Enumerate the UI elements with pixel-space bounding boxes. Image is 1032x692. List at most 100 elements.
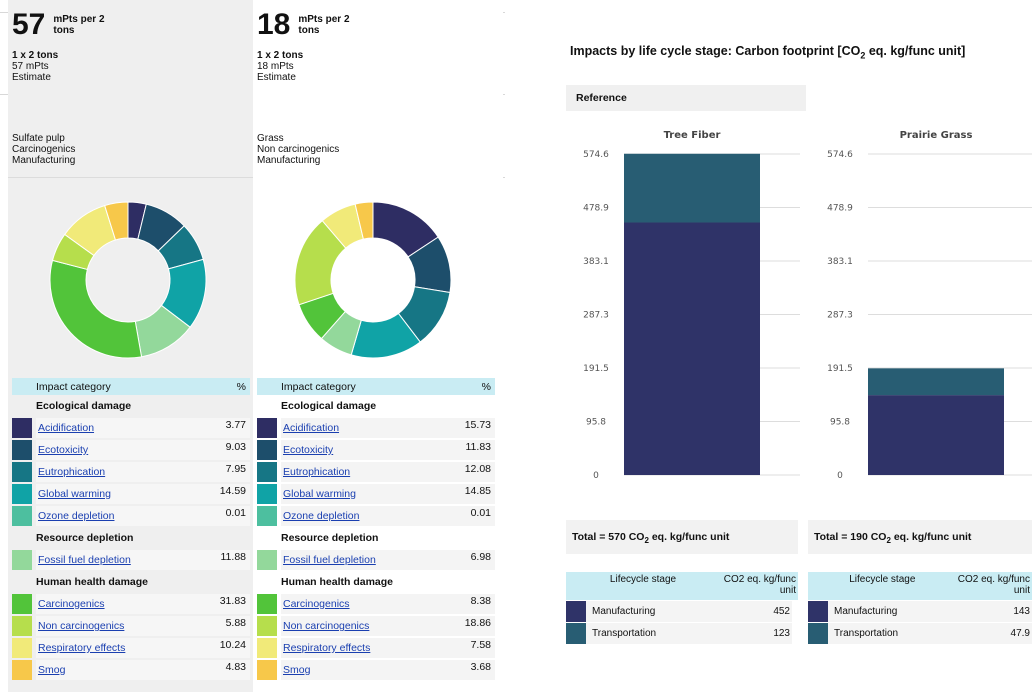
table-row: Global warming 14.85 — [257, 483, 495, 505]
impact-category-link[interactable]: Acidification — [283, 422, 340, 434]
impact-category-link[interactable]: Fossil fuel depletion — [283, 554, 376, 566]
percent-value: 10.24 — [219, 639, 246, 651]
impact-category-link[interactable]: Global warming — [38, 488, 111, 500]
table-row: Fossil fuel depletion 11.88 — [12, 549, 250, 571]
y-tick-label: 478.9 — [827, 203, 853, 213]
score-header: 57 mPts per 2 tons — [12, 10, 113, 40]
y-tick-label: 478.9 — [583, 203, 609, 213]
category-cell: Carcinogenics — [36, 594, 250, 614]
category-cell: Non carcinogenics — [36, 616, 250, 636]
color-swatch — [257, 594, 277, 614]
category-cell: Ecotoxicity — [281, 440, 495, 460]
impact-category-link[interactable]: Eutrophication — [38, 466, 106, 478]
donut-slice-smog — [104, 201, 129, 241]
process-category: Carcinogenics — [12, 144, 76, 155]
color-swatch — [566, 601, 586, 622]
stage-value: 123 — [720, 623, 792, 644]
lifecycle-table-prairie-grass: Lifecycle stage CO2 eq. kg/func unit Man… — [808, 572, 1032, 644]
y-tick-label: 95.8 — [830, 417, 850, 427]
percent-value: 31.83 — [219, 595, 246, 607]
table-row: Manufacturing 143 — [808, 601, 1032, 622]
color-swatch — [808, 601, 828, 622]
percent-value: 3.68 — [470, 661, 491, 673]
product-column-1: 57 mPts per 2 tons 1 x 2 tons 57 mPts Es… — [8, 0, 258, 692]
color-swatch — [257, 484, 277, 504]
stage-name: Manufacturing — [828, 601, 961, 622]
impact-category-link[interactable]: Smog — [38, 664, 66, 676]
group-heading: Resource depletion — [36, 532, 134, 544]
total-box-prairie-grass: Total = 190 CO2 eq. kg/func unit — [808, 520, 1032, 554]
impact-category-link[interactable]: Carcinogenics — [283, 598, 350, 610]
impact-category-link[interactable]: Acidification — [38, 422, 95, 434]
color-swatch — [257, 550, 277, 570]
stage-name: Transportation — [586, 623, 720, 644]
donut-slice-smog — [354, 201, 374, 240]
category-cell: Global warming — [36, 484, 250, 504]
y-tick-label: 191.5 — [583, 364, 609, 374]
color-swatch — [12, 484, 32, 504]
header-stage: Lifecycle stage — [609, 574, 677, 585]
lifecycle-table-header: Lifecycle stage CO2 eq. kg/func unit — [566, 572, 798, 600]
table-row: Ozone depletion 0.01 — [257, 505, 495, 527]
impact-category-link[interactable]: Carcinogenics — [38, 598, 105, 610]
impact-category-link[interactable]: Ecotoxicity — [38, 444, 89, 456]
mpts: 18 mPts — [257, 61, 294, 72]
percent-value: 14.85 — [464, 485, 491, 497]
color-swatch — [12, 638, 32, 658]
percent-value: 3.77 — [225, 419, 246, 431]
impact-category-link[interactable]: Ozone depletion — [283, 510, 360, 522]
impact-category-link[interactable]: Smog — [283, 664, 311, 676]
color-swatch — [12, 440, 32, 460]
estimate-label: Estimate — [12, 72, 51, 83]
score-unit: mPts per 2 tons — [53, 14, 105, 36]
stage-value: 143 — [960, 601, 1032, 622]
category-cell: Ecotoxicity — [36, 440, 250, 460]
impact-category-link[interactable]: Ozone depletion — [38, 510, 115, 522]
table-row: Non carcinogenics 5.88 — [12, 615, 250, 637]
product-column-2: 18 mPts per 2 tons 1 x 2 tons 18 mPts Es… — [253, 0, 503, 692]
bar-manufacturing — [624, 222, 760, 475]
percent-value: 11.83 — [465, 441, 492, 453]
y-tick-label: 383.1 — [827, 257, 853, 267]
impact-category-link[interactable]: Respiratory effects — [38, 642, 126, 654]
header-category: Impact category — [281, 380, 356, 393]
color-swatch — [566, 623, 586, 644]
header-value: CO2 eq. kg/func unit — [723, 574, 796, 596]
table-row: Carcinogenics 8.38 — [257, 593, 495, 615]
bar-transportation — [624, 153, 760, 223]
color-swatch — [257, 660, 277, 680]
table-row: Respiratory effects 7.58 — [257, 637, 495, 659]
bar-transportation — [868, 368, 1004, 396]
table-row: Smog 3.68 — [257, 659, 495, 681]
y-tick-label: 574.6 — [583, 150, 609, 160]
impact-category-link[interactable]: Global warming — [283, 488, 356, 500]
header-percent: % — [481, 380, 491, 393]
bar-manufacturing — [868, 395, 1004, 475]
impact-category-link[interactable]: Non carcinogenics — [38, 620, 125, 632]
category-cell: Eutrophication — [281, 462, 495, 482]
percent-value: 0.01 — [470, 507, 491, 519]
color-swatch — [257, 440, 277, 460]
process-category: Non carcinogenics — [257, 144, 340, 155]
table-row: Manufacturing 452 — [566, 601, 798, 622]
stage-name: Manufacturing — [586, 601, 720, 622]
lifecycle-chart-title: Impacts by life cycle stage: Carbon foot… — [570, 44, 966, 61]
estimate-label: Estimate — [257, 72, 296, 83]
category-cell: Acidification — [36, 418, 250, 438]
impact-table: Impact category% Ecological damage Acidif… — [257, 378, 495, 681]
stage-name: Transportation — [828, 623, 961, 644]
impact-category-link[interactable]: Ecotoxicity — [283, 444, 334, 456]
impact-donut-chart — [294, 201, 452, 359]
impact-category-link[interactable]: Eutrophication — [283, 466, 351, 478]
group-heading: Human health damage — [281, 576, 394, 588]
table-row: Non carcinogenics 18.86 — [257, 615, 495, 637]
y-tick-label: 383.1 — [583, 257, 609, 267]
table-row: Fossil fuel depletion 6.98 — [257, 549, 495, 571]
score-header: 18 mPts per 2 tons — [257, 10, 358, 40]
impact-category-link[interactable]: Fossil fuel depletion — [38, 554, 131, 566]
impact-category-link[interactable]: Non carcinogenics — [283, 620, 370, 632]
color-swatch — [12, 506, 32, 526]
impact-category-link[interactable]: Respiratory effects — [283, 642, 371, 654]
table-row: Eutrophication 7.95 — [12, 461, 250, 483]
category-cell: Carcinogenics — [281, 594, 495, 614]
